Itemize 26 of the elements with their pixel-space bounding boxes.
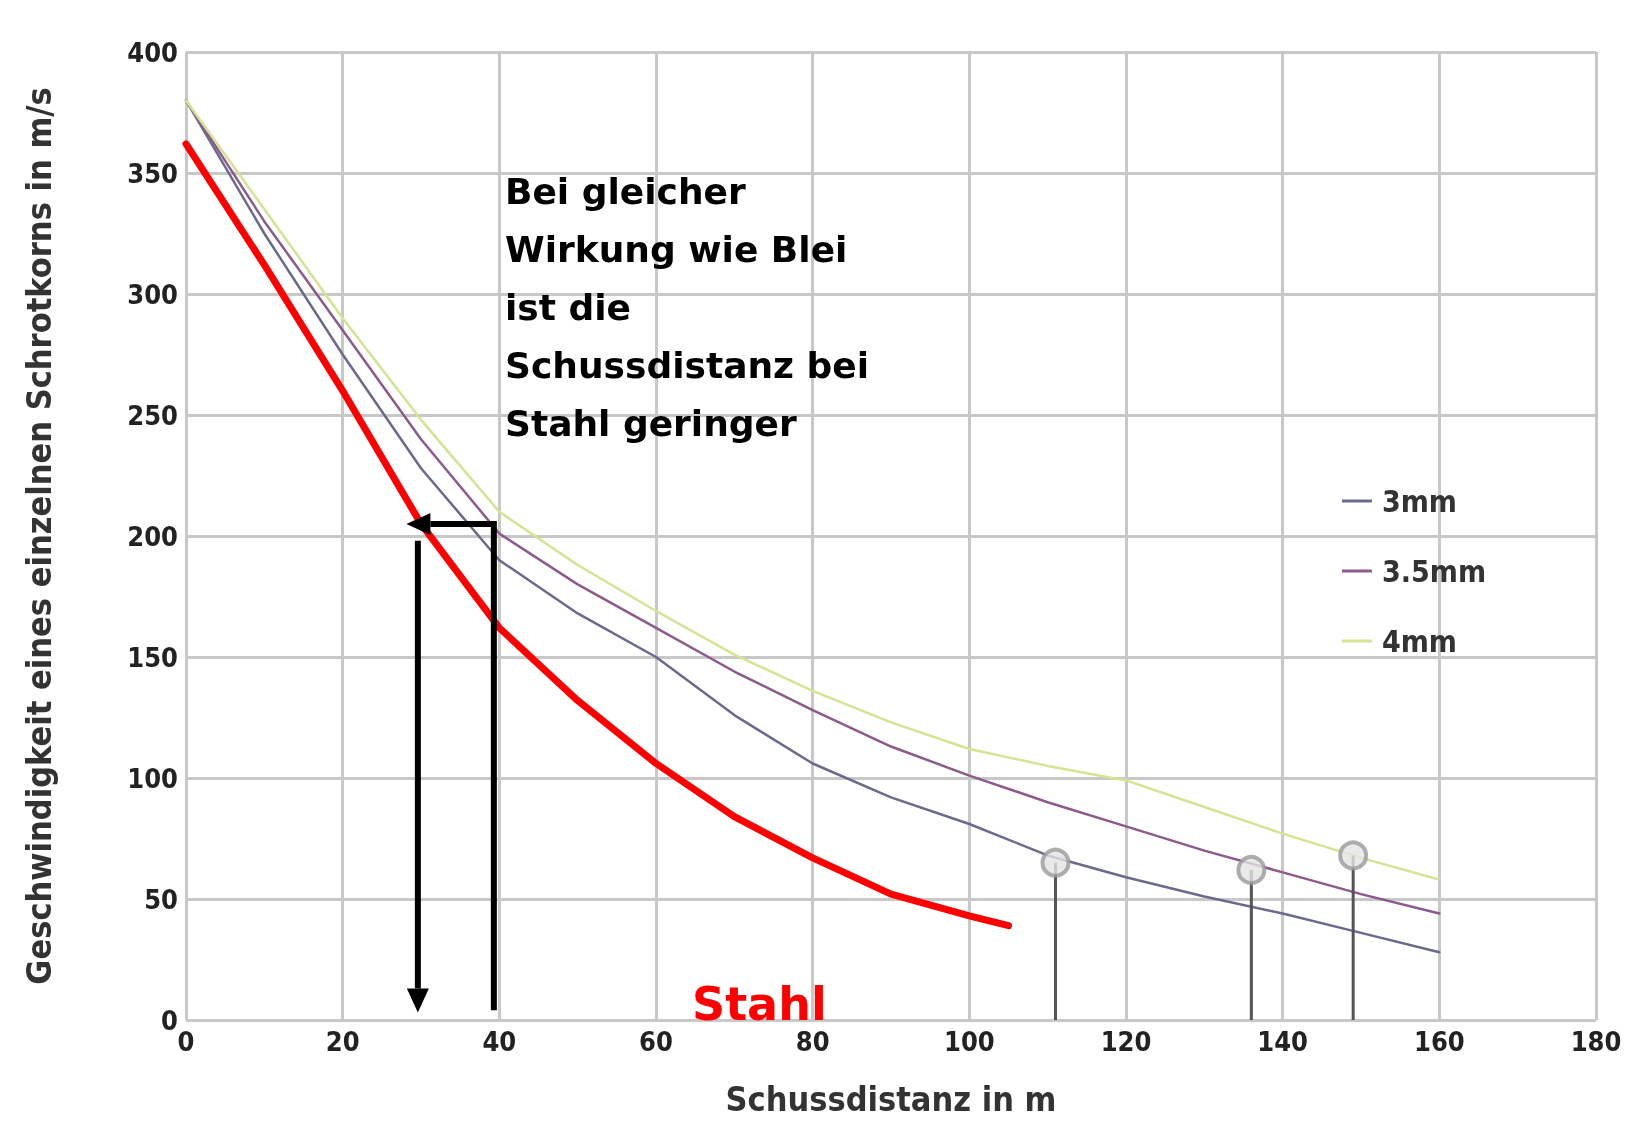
legend-label: 3.5mm	[1381, 553, 1486, 589]
x-tick-label: 20	[325, 1026, 360, 1057]
y-tick-label: 250	[127, 399, 178, 431]
y-tick-label: 300	[127, 278, 178, 310]
x-tick-label: 160	[1413, 1026, 1465, 1057]
y-tick-label: 100	[127, 762, 178, 794]
y-tick-label: 200	[127, 520, 178, 552]
point	[1040, 847, 1071, 878]
x-tick-label: 40	[482, 1026, 517, 1057]
y-axis-title: Geschwindigkeit eines einzelnen Schrotkorns in m/s	[19, 87, 59, 985]
y-tick-label: 350	[127, 157, 178, 189]
x-axis-title: Schussdistanz in m	[725, 1079, 1057, 1119]
x-tick-label: 180	[1570, 1026, 1622, 1057]
legend-label: 4mm	[1381, 623, 1457, 659]
legend-label: 3mm	[1381, 483, 1457, 519]
y-tick-label: 400	[127, 36, 178, 68]
x-tick-label: 60	[639, 1026, 673, 1057]
y-tick-label: 150	[127, 641, 178, 673]
x-tick-label: 140	[1257, 1026, 1309, 1057]
x-tick-label: 120	[1100, 1026, 1152, 1057]
point	[1338, 840, 1369, 871]
x-tick-label: 100	[943, 1026, 995, 1057]
annotation: Bei gleicher Wirkung wie Blei ist die Schussdistanz bei Stahl geringer	[505, 170, 870, 444]
point	[1236, 854, 1267, 885]
y-tick-label: 0	[161, 1004, 178, 1036]
y-tick-label: 50	[144, 883, 178, 915]
